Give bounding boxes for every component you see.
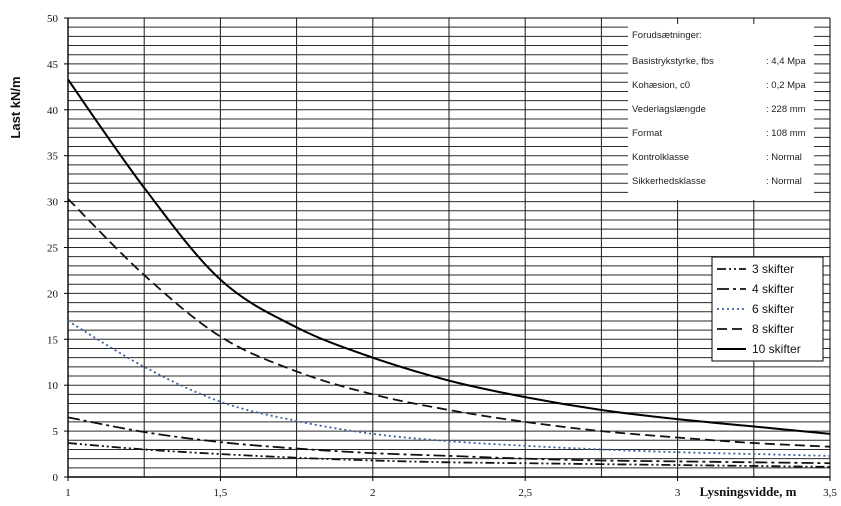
x-tick-label: 1,5 <box>214 487 228 499</box>
assumption-label: Vederlagslængde <box>632 104 706 115</box>
x-tick-label: 3,5 <box>823 487 837 499</box>
assumption-label: Format <box>632 128 662 139</box>
legend-label: 6 skifter <box>752 302 794 316</box>
y-tick-label: 35 <box>47 151 59 163</box>
legend-label: 3 skifter <box>752 262 794 276</box>
assumptions-title: Forudsætninger: <box>632 30 702 41</box>
assumption-value: : 228 mm <box>766 104 806 115</box>
assumptions-box-bg <box>628 24 814 200</box>
assumption-value: : 108 mm <box>766 128 806 139</box>
x-axis-ticks: 1 1,5 2 2,5 3 3,5 <box>65 477 837 499</box>
assumption-value: : Normal <box>766 176 802 187</box>
y-tick-label: 30 <box>47 197 59 209</box>
y-tick-label: 45 <box>47 59 59 71</box>
series-line <box>67 442 831 468</box>
axes <box>67 17 831 478</box>
series-line <box>67 416 831 465</box>
y-axis-label: Last kN/m <box>8 76 23 138</box>
assumption-value: : Normal <box>766 152 802 163</box>
series-line <box>67 78 831 435</box>
y-tick-label: 40 <box>47 105 59 117</box>
legend: 3 skifter 4 skifter 6 skifter 8 skifter 10 s… <box>711 256 824 362</box>
x-tick-label: 2 <box>370 487 376 499</box>
assumption-value: : 0,2 Mpa <box>766 80 806 91</box>
y-tick-label: 5 <box>53 426 59 438</box>
y-tick-label: 20 <box>47 288 59 300</box>
legend-label: 8 skifter <box>752 322 794 336</box>
y-tick-label: 15 <box>47 334 59 346</box>
data-series <box>67 78 831 468</box>
x-tick-label: 1 <box>65 487 71 499</box>
x-tick-label: 3 <box>675 487 681 499</box>
legend-label: 10 skifter <box>752 342 801 356</box>
y-tick-label: 25 <box>47 243 59 255</box>
assumptions-box: Forudsætninger: Basistrykstyrke, fbs : 4,4… <box>628 24 814 200</box>
assumption-value: : 4,4 Mpa <box>766 56 806 67</box>
y-tick-label: 10 <box>47 380 59 392</box>
y-axis-ticks: 0 5 10 15 20 25 30 35 40 45 50 <box>47 13 68 484</box>
assumption-label: Sikkerhedsklasse <box>632 176 706 187</box>
y-tick-label: 50 <box>47 13 59 25</box>
legend-label: 4 skifter <box>752 282 794 296</box>
series-line <box>67 320 831 457</box>
x-axis-label: Lysningsvidde, m <box>700 484 797 499</box>
assumption-label: Kontrolklasse <box>632 152 689 163</box>
x-tick-label: 2,5 <box>518 487 532 499</box>
y-tick-label: 0 <box>53 472 59 484</box>
series-line <box>67 198 831 448</box>
assumption-label: Kohæsion, c0 <box>632 80 690 91</box>
assumption-label: Basistrykstyrke, fbs <box>632 56 714 67</box>
legend-box <box>711 256 824 362</box>
